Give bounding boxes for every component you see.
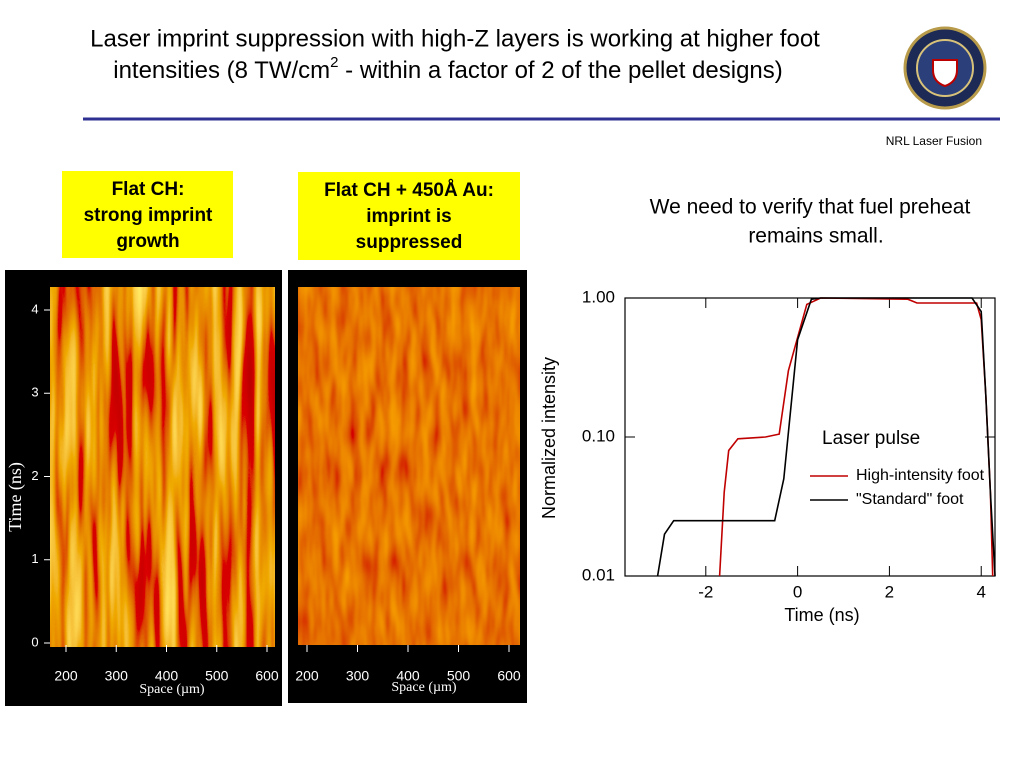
x-tick-label: 600 [255,668,279,684]
panel-label: suppressed [356,232,463,253]
x-tick-label: 400 [396,668,420,684]
y-tick-label: 3 [31,385,38,400]
x-tick-label: 500 [447,668,471,684]
x-tick-label: 2 [885,582,894,601]
plot-frame [624,297,996,577]
x-tick-label: 300 [105,668,129,684]
note-line: We need to verify that fuel preheat [650,196,971,219]
panel-label: imprint is [366,206,452,227]
x-tick-label: 0 [793,582,802,601]
legend-label: High-intensity foot [856,467,985,484]
y-tick-label: 4 [31,301,38,316]
legend-label: "Standard" foot [856,491,964,508]
x-axis-label: Space (µm) [139,682,205,697]
y-tick-label: 0.10 [582,426,615,445]
series-line [656,297,996,577]
y-tick-label: 1 [31,551,38,566]
x-axis-label: Time (ns) [784,605,859,625]
x-axis-label: Space (µm) [391,680,457,695]
label-box [62,171,233,258]
title-line: Laser imprint suppression with high-Z la… [90,25,820,52]
y-tick-label: 2 [31,468,38,483]
x-tick-label: 600 [497,668,521,684]
title-text: - within a factor of 2 of the pellet des… [339,57,783,84]
x-tick-label: -2 [698,582,713,601]
panel-label: strong imprint [84,205,213,226]
y-axis-label: Time (ns) [5,462,26,532]
panel-label: Flat CH: [112,179,185,200]
note-line: remains small. [748,225,883,248]
superscript: 2 [330,54,338,71]
annotation: Laser pulse [822,428,920,449]
x-tick-label: 200 [295,668,319,684]
x-tick-label: 300 [346,668,370,684]
label-box [298,172,520,260]
x-tick-label: 4 [976,582,985,601]
y-tick-label: 1.00 [582,287,615,306]
title-line: intensities (8 TW/cm2 - within a factor … [113,54,783,84]
logo [903,26,987,110]
x-tick-label: 400 [155,668,179,684]
y-tick-label: 0.01 [582,565,615,584]
panel-label: Flat CH + 450Å Au: [324,180,494,201]
x-tick-label: 200 [54,668,78,684]
x-tick-label: 500 [205,668,229,684]
y-tick-label: 0 [31,634,38,649]
y-axis-label: Normalized intensity [539,357,559,519]
imprint-image [50,287,275,647]
title-text: intensities (8 TW/cm [113,57,330,84]
imprint-image [298,287,520,645]
panel-label: growth [116,231,179,252]
org-label: NRL Laser Fusion [886,134,982,148]
